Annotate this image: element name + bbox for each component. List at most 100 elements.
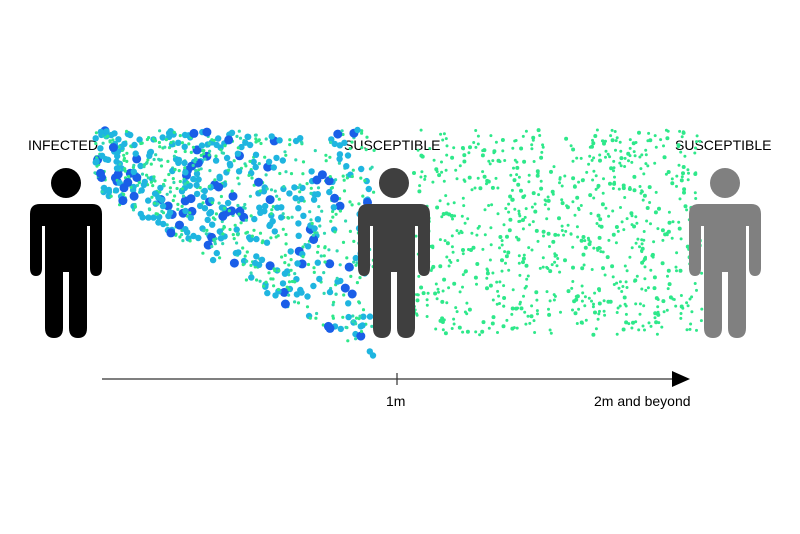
aerosol-particle	[685, 328, 689, 332]
aerosol-particle	[318, 224, 322, 228]
aerosol-particle	[625, 217, 629, 221]
aerosol-particle	[492, 149, 497, 154]
aerosol-particle	[591, 178, 595, 182]
aerosol-particle	[644, 162, 648, 166]
aerosol-particle	[269, 212, 273, 216]
aerosol-particle	[157, 140, 161, 145]
aerosol-particle	[521, 260, 525, 265]
aerosol-particle	[619, 206, 622, 209]
aerosol-particle	[357, 300, 361, 304]
aerosol-particle	[665, 136, 670, 141]
aerosol-particle	[281, 212, 285, 216]
aerosol-particle	[571, 308, 574, 312]
aerosol-particle	[666, 170, 671, 174]
aerosol-particle	[623, 156, 627, 160]
aerosol-particle	[695, 328, 698, 332]
aerosol-particle	[463, 270, 467, 274]
aerosol-particle	[573, 311, 578, 316]
aerosol-particle	[357, 317, 361, 321]
large-droplet	[325, 323, 335, 333]
aerosol-particle	[584, 318, 588, 322]
aerosol-particle	[614, 148, 617, 152]
aerosol-particle	[335, 249, 339, 253]
aerosol-particle	[158, 145, 162, 149]
aerosol-particle	[647, 185, 652, 190]
aerosol-particle	[569, 144, 573, 148]
aerosol-particle	[524, 263, 529, 268]
aerosol-particle	[580, 178, 585, 183]
aerosol-particle	[287, 280, 292, 284]
aerosol-particle	[437, 173, 442, 178]
aerosol-particle	[463, 179, 467, 183]
aerosol-particle	[496, 289, 500, 293]
aerosol-particle	[558, 270, 562, 274]
aerosol-particle	[149, 180, 153, 184]
aerosol-particle	[685, 208, 689, 212]
aerosol-particle	[623, 165, 627, 168]
large-droplet	[335, 201, 345, 211]
aerosol-particle	[666, 268, 671, 273]
aerosol-particle	[429, 269, 433, 272]
aerosol-particle	[604, 206, 608, 210]
aerosol-particle	[459, 229, 463, 233]
aerosol-particle	[451, 217, 454, 221]
aerosol-particle	[624, 312, 628, 316]
medium-droplet	[244, 133, 251, 140]
aerosol-particle	[694, 146, 697, 150]
aerosol-particle	[637, 130, 641, 135]
aerosol-particle	[686, 168, 690, 172]
aerosol-particle	[440, 160, 443, 164]
aerosol-particle	[653, 316, 657, 320]
medium-droplet	[279, 157, 286, 164]
aerosol-particle	[619, 156, 624, 161]
aerosol-particle	[527, 173, 531, 177]
aerosol-particle	[509, 173, 513, 177]
aerosol-particle	[444, 168, 448, 172]
medium-droplet	[195, 234, 202, 242]
aerosol-particle	[463, 221, 467, 225]
aerosol-particle	[678, 197, 682, 201]
aerosol-particle	[426, 291, 430, 295]
aerosol-particle	[201, 201, 205, 205]
aerosol-particle	[526, 314, 530, 318]
aerosol-particle	[680, 175, 684, 179]
aerosol-particle	[236, 232, 240, 236]
aerosol-particle	[638, 312, 642, 316]
aerosol-particle	[642, 230, 646, 233]
medium-droplet	[263, 239, 271, 246]
aerosol-particle	[305, 305, 310, 309]
aerosol-particle	[288, 138, 292, 142]
susceptible-far-person-icon	[689, 168, 761, 338]
aerosol-particle	[612, 169, 615, 173]
medium-droplet	[308, 168, 315, 175]
medium-droplet	[159, 202, 167, 210]
aerosol-particle	[298, 190, 302, 194]
medium-droplet	[242, 139, 249, 146]
aerosol-particle	[458, 164, 462, 168]
aerosol-particle	[460, 146, 465, 150]
medium-droplet	[253, 235, 260, 243]
aerosol-particle	[598, 158, 602, 163]
aerosol-particle	[440, 320, 445, 324]
medium-droplet	[223, 154, 231, 162]
aerosol-particle	[425, 298, 429, 302]
aerosol-particle	[478, 186, 483, 191]
aerosol-particle	[582, 263, 586, 267]
aerosol-particle	[476, 134, 480, 138]
aerosol-particle	[441, 212, 446, 216]
aerosol-particle	[467, 151, 471, 155]
aerosol-particle	[258, 279, 262, 283]
aerosol-particle	[535, 298, 539, 302]
aerosol-particle	[227, 209, 231, 213]
aerosol-particle	[372, 148, 376, 152]
aerosol-particle	[485, 286, 489, 291]
droplets-cloud	[92, 126, 704, 359]
medium-droplet	[314, 191, 321, 198]
aerosol-particle	[487, 326, 491, 330]
medium-droplet	[224, 199, 232, 207]
aerosol-particle	[496, 186, 500, 190]
aerosol-particle	[278, 171, 282, 176]
aerosol-particle	[153, 201, 157, 205]
aerosol-particle	[263, 155, 267, 159]
aerosol-particle	[587, 162, 591, 166]
